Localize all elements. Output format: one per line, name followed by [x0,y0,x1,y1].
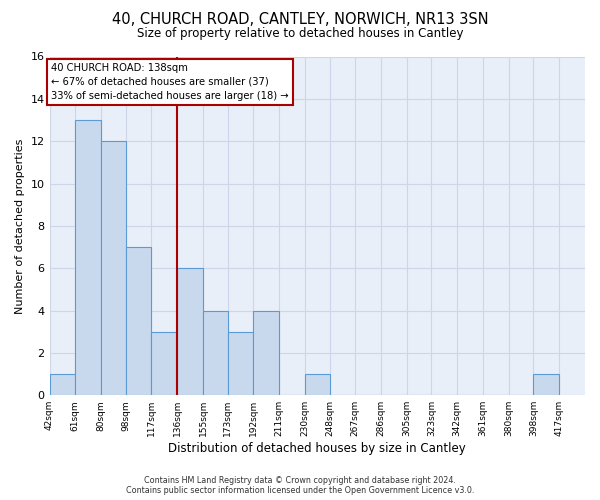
Bar [305,374,329,395]
Bar [125,247,151,395]
Text: Size of property relative to detached houses in Cantley: Size of property relative to detached ho… [137,28,463,40]
Bar [203,310,227,395]
Y-axis label: Number of detached properties: Number of detached properties [15,138,25,314]
Bar [177,268,203,395]
Bar [101,141,125,395]
Text: Contains HM Land Registry data © Crown copyright and database right 2024.
Contai: Contains HM Land Registry data © Crown c… [126,476,474,495]
Bar [253,310,279,395]
Text: 40, CHURCH ROAD, CANTLEY, NORWICH, NR13 3SN: 40, CHURCH ROAD, CANTLEY, NORWICH, NR13 … [112,12,488,28]
X-axis label: Distribution of detached houses by size in Cantley: Distribution of detached houses by size … [169,442,466,455]
Bar [227,332,253,395]
Bar [533,374,559,395]
Bar [151,332,177,395]
Text: 40 CHURCH ROAD: 138sqm
← 67% of detached houses are smaller (37)
33% of semi-det: 40 CHURCH ROAD: 138sqm ← 67% of detached… [51,63,289,101]
Bar [50,374,76,395]
Bar [76,120,101,395]
